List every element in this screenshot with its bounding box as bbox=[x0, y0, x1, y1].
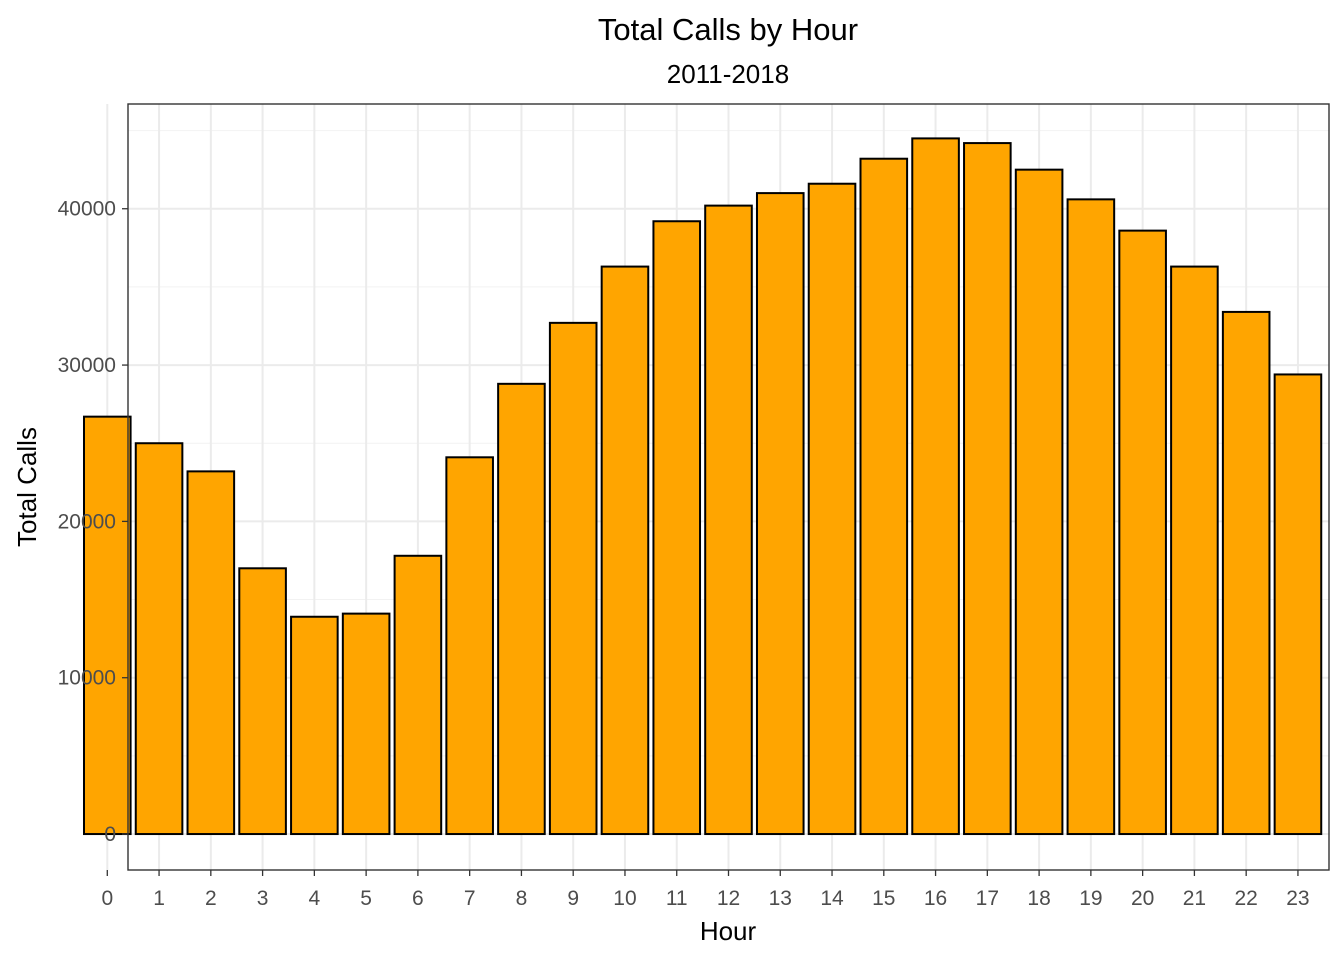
y-tick-label: 20000 bbox=[58, 510, 116, 533]
bar-hour-18 bbox=[1014, 168, 1064, 836]
bar-hour-8 bbox=[497, 382, 546, 836]
x-tick-label: 2 bbox=[205, 887, 217, 910]
x-tick-label: 14 bbox=[820, 887, 844, 910]
x-tick-label: 19 bbox=[1079, 887, 1102, 910]
chart-title: Total Calls by Hour bbox=[598, 12, 858, 47]
x-tick-label: 1 bbox=[153, 887, 165, 910]
y-tick-label: 10000 bbox=[58, 667, 116, 690]
bar-hour-4 bbox=[290, 615, 339, 836]
x-axis: 0 1 2 3 4 5 6 7 8 9 10 11 12 13 14 15 16 17 18 19 20 21 22 23 bbox=[101, 870, 1310, 910]
bar-hour-20 bbox=[1118, 229, 1167, 836]
bar-hour-11 bbox=[652, 220, 702, 836]
chart-subtitle: 2011-2018 bbox=[667, 59, 789, 89]
x-tick-label: 5 bbox=[360, 887, 372, 910]
x-tick-label: 9 bbox=[567, 887, 579, 910]
x-tick-label: 13 bbox=[769, 887, 792, 910]
bars bbox=[82, 137, 1323, 836]
x-tick-label: 21 bbox=[1183, 887, 1206, 910]
x-tick-label: 17 bbox=[976, 887, 999, 910]
bar-hour-12 bbox=[704, 204, 753, 836]
x-tick-label: 0 bbox=[101, 887, 113, 910]
y-axis: 0 10000 20000 30000 40000 bbox=[58, 198, 128, 846]
x-tick-label: 4 bbox=[309, 887, 321, 910]
x-axis-title: Hour bbox=[700, 916, 757, 946]
x-tick-label: 8 bbox=[516, 887, 528, 910]
bar-hour-14 bbox=[807, 182, 857, 836]
bar-hour-0 bbox=[82, 415, 132, 836]
bar-hour-19 bbox=[1066, 198, 1116, 836]
bar-hour-10 bbox=[600, 265, 650, 836]
bar-hour-15 bbox=[859, 157, 909, 836]
bar-hour-16 bbox=[911, 137, 960, 836]
bar-hour-21 bbox=[1170, 265, 1219, 836]
x-tick-label: 12 bbox=[717, 887, 740, 910]
bar-hour-9 bbox=[548, 321, 598, 836]
x-tick-label: 15 bbox=[872, 887, 895, 910]
x-tick-label: 18 bbox=[1027, 887, 1050, 910]
bar-hour-3 bbox=[238, 567, 287, 836]
bar-hour-22 bbox=[1221, 310, 1271, 836]
y-tick-label: 30000 bbox=[58, 354, 116, 377]
x-tick-label: 22 bbox=[1234, 887, 1257, 910]
bar-hour-7 bbox=[445, 456, 494, 836]
x-tick-label: 23 bbox=[1286, 887, 1309, 910]
x-tick-label: 10 bbox=[613, 887, 636, 910]
bar-hour-13 bbox=[755, 192, 805, 836]
bar-hour-6 bbox=[393, 554, 443, 836]
bar-hour-5 bbox=[341, 612, 391, 836]
x-tick-label: 20 bbox=[1131, 887, 1154, 910]
x-tick-label: 7 bbox=[464, 887, 476, 910]
x-tick-label: 16 bbox=[924, 887, 947, 910]
y-tick-label: 40000 bbox=[58, 198, 116, 221]
bar-hour-17 bbox=[963, 142, 1012, 836]
bar-hour-2 bbox=[186, 470, 236, 836]
bar-hour-1 bbox=[134, 442, 184, 836]
bar-hour-23 bbox=[1273, 373, 1323, 836]
x-tick-label: 6 bbox=[412, 887, 424, 910]
y-axis-title: Total Calls bbox=[12, 427, 42, 547]
x-tick-label: 3 bbox=[257, 887, 269, 910]
y-tick-label: 0 bbox=[104, 823, 116, 846]
x-tick-label: 11 bbox=[666, 887, 688, 910]
